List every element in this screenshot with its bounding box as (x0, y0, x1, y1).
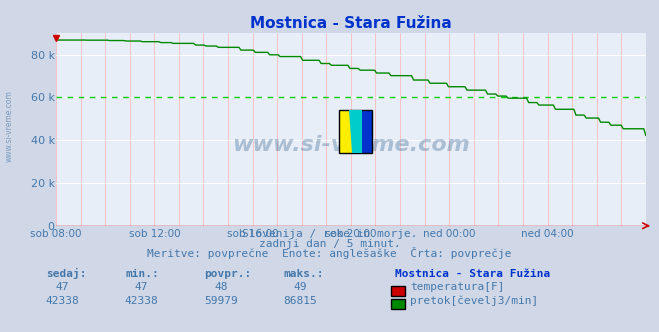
Polygon shape (349, 110, 362, 153)
Text: www.si-vreme.com: www.si-vreme.com (232, 135, 470, 155)
Text: sedaj:: sedaj: (46, 268, 86, 279)
Text: www.si-vreme.com: www.si-vreme.com (5, 90, 14, 162)
Text: 59979: 59979 (204, 296, 238, 306)
Text: 47: 47 (56, 283, 69, 292)
FancyBboxPatch shape (355, 110, 372, 153)
Text: 49: 49 (293, 283, 306, 292)
Text: zadnji dan / 5 minut.: zadnji dan / 5 minut. (258, 239, 401, 249)
Text: 86815: 86815 (283, 296, 317, 306)
Text: 42338: 42338 (45, 296, 80, 306)
Text: Meritve: povprečne  Enote: anglešaške  Črta: povprečje: Meritve: povprečne Enote: anglešaške Črt… (147, 247, 512, 259)
Text: pretok[čevelj3/min]: pretok[čevelj3/min] (410, 295, 538, 306)
Text: maks.:: maks.: (283, 269, 324, 279)
FancyBboxPatch shape (339, 110, 355, 153)
Text: temperatura[F]: temperatura[F] (410, 283, 504, 292)
Text: min.:: min.: (125, 269, 159, 279)
Text: 47: 47 (135, 283, 148, 292)
Text: 48: 48 (214, 283, 227, 292)
Text: povpr.:: povpr.: (204, 269, 252, 279)
Text: 42338: 42338 (125, 296, 159, 306)
Text: Slovenija / reke in morje.: Slovenija / reke in morje. (242, 229, 417, 239)
Title: Mostnica - Stara Fužina: Mostnica - Stara Fužina (250, 16, 452, 31)
Text: Mostnica - Stara Fužina: Mostnica - Stara Fužina (395, 269, 551, 279)
